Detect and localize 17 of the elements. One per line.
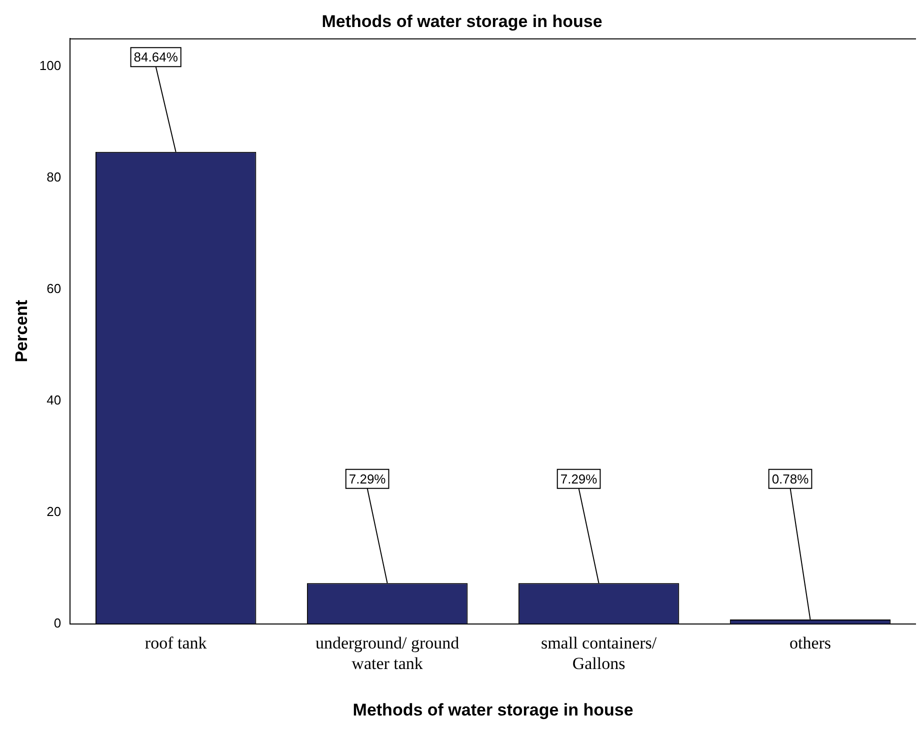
y-axis-title: Percent xyxy=(12,300,31,362)
data-label: 0.78% xyxy=(772,471,810,486)
y-tick-label: 80 xyxy=(46,169,62,184)
data-label: 84.64% xyxy=(134,50,178,65)
y-tick-label: 20 xyxy=(46,504,62,519)
y-tick-label: 60 xyxy=(46,280,62,296)
x-tick-label: small containers/ Gallons xyxy=(540,633,657,673)
x-tick-label: roof tank xyxy=(144,633,208,652)
y-tick-label: 40 xyxy=(46,392,62,408)
y-tick-label: 100 xyxy=(39,58,62,73)
x-axis-title: Methods of water storage in house xyxy=(352,700,634,720)
data-label: 7.29% xyxy=(560,471,598,486)
data-label: 7.29% xyxy=(348,471,386,486)
x-tick-label: others xyxy=(789,633,832,652)
x-tick-label: underground/ ground water tank xyxy=(315,633,460,673)
chart-title: Methods of water storage in house xyxy=(322,12,602,31)
y-tick-label: 0 xyxy=(54,615,62,630)
